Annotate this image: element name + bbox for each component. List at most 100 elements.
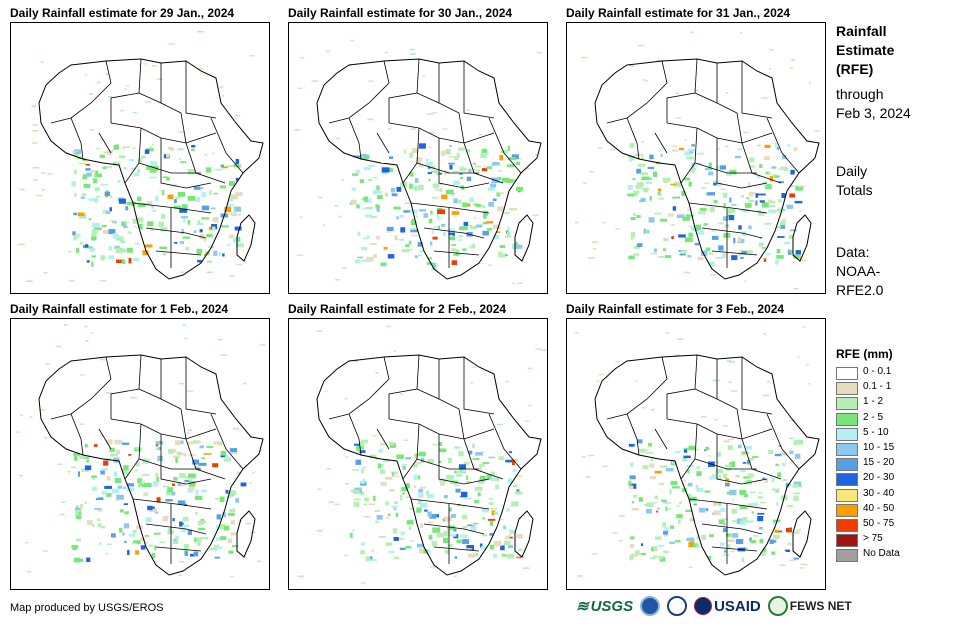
country-border bbox=[185, 61, 217, 119]
country-border bbox=[50, 60, 112, 124]
legend-swatch bbox=[836, 503, 858, 517]
country-border bbox=[110, 58, 142, 123]
country-border bbox=[463, 61, 495, 119]
legend-swatch bbox=[836, 549, 858, 563]
usaid-logo-text: USAID bbox=[714, 597, 761, 615]
country-border bbox=[694, 458, 757, 470]
country-border bbox=[160, 63, 187, 144]
country-border bbox=[410, 202, 490, 214]
country-border bbox=[138, 92, 162, 104]
legend-swatch bbox=[836, 534, 858, 548]
data-line: RFE2.0 bbox=[836, 282, 884, 298]
madagascar-outline bbox=[514, 214, 534, 262]
state-dept-seal-icon bbox=[667, 596, 688, 616]
legend-swatch bbox=[836, 519, 858, 532]
rfe-title-line: Rainfall bbox=[836, 23, 887, 39]
country-border bbox=[438, 359, 465, 440]
country-border bbox=[716, 359, 743, 440]
rainfall-overlay bbox=[294, 39, 542, 285]
country-border bbox=[438, 434, 490, 485]
legend-label: 2 - 5 bbox=[863, 411, 884, 423]
country-border bbox=[376, 428, 390, 450]
totals-line: Totals bbox=[836, 182, 873, 198]
usgs-logo-text: USGS bbox=[590, 597, 634, 615]
legend-label: 5 - 10 bbox=[863, 426, 889, 438]
usaid-logo: USAID bbox=[694, 597, 761, 615]
country-border bbox=[433, 250, 480, 256]
country-border bbox=[132, 202, 212, 214]
country-border bbox=[410, 498, 490, 510]
country-border bbox=[741, 61, 773, 119]
country-border bbox=[416, 388, 440, 400]
daily-totals: Daily Totals bbox=[836, 162, 873, 200]
africa-map-svg bbox=[574, 31, 820, 290]
country-border bbox=[626, 413, 640, 456]
legend-swatch bbox=[836, 473, 858, 487]
usgs-wave-icon: ≋ bbox=[576, 598, 589, 615]
logo-bar: ≋ USGS USAID FEWS NET bbox=[576, 596, 852, 616]
country-border bbox=[348, 413, 362, 456]
legend-label: 1 - 2 bbox=[863, 396, 884, 408]
country-border bbox=[110, 354, 142, 419]
country-border bbox=[438, 138, 490, 189]
country-border bbox=[626, 117, 640, 160]
country-border bbox=[711, 250, 758, 256]
country-border bbox=[155, 250, 202, 256]
country-border bbox=[606, 60, 668, 124]
usaid-seal-icon bbox=[694, 597, 713, 615]
madagascar-outline bbox=[514, 510, 534, 558]
data-line: NOAA- bbox=[836, 263, 881, 279]
legend-label: 15 - 20 bbox=[863, 457, 895, 469]
africa-coastline bbox=[316, 58, 542, 280]
country-border bbox=[716, 138, 768, 189]
country-border bbox=[688, 202, 768, 214]
legend-label: 30 - 40 bbox=[863, 487, 895, 499]
country-border bbox=[701, 227, 763, 239]
africa-coastline bbox=[38, 354, 264, 576]
africa-coastline bbox=[316, 354, 542, 576]
legend-label: 20 - 30 bbox=[863, 472, 895, 484]
legend-title: RFE (mm) bbox=[836, 347, 893, 361]
rainfall-overlay bbox=[16, 324, 265, 578]
panel-title: Daily Rainfall estimate for 31 Jan., 202… bbox=[566, 6, 791, 20]
legend-label: > 75 bbox=[863, 533, 883, 545]
country-border bbox=[160, 359, 187, 440]
totals-line: Daily bbox=[836, 163, 868, 179]
legend-label: 0.1 - 1 bbox=[863, 381, 892, 393]
data-line: Data: bbox=[836, 244, 870, 260]
country-border bbox=[711, 546, 758, 552]
country-border bbox=[741, 438, 782, 480]
legend-label: 40 - 50 bbox=[863, 502, 895, 514]
country-border bbox=[98, 428, 112, 450]
africa-map-svg bbox=[297, 325, 547, 584]
rainfall-map bbox=[288, 22, 548, 294]
map-credit: Map produced by USGS/EROS bbox=[10, 602, 164, 614]
country-border bbox=[388, 122, 495, 144]
country-border bbox=[348, 117, 362, 160]
country-border bbox=[160, 138, 212, 189]
country-border bbox=[50, 356, 112, 420]
usgs-logo: ≋ USGS bbox=[576, 597, 634, 616]
africa-map-svg bbox=[294, 39, 542, 285]
country-border bbox=[666, 418, 773, 440]
country-border bbox=[416, 92, 440, 104]
legend-swatch bbox=[836, 427, 858, 441]
country-border bbox=[328, 60, 390, 124]
country-border bbox=[110, 122, 217, 144]
country-border bbox=[463, 357, 495, 415]
legend-swatch bbox=[836, 443, 858, 456]
legend-label: 10 - 15 bbox=[863, 442, 895, 453]
country-border bbox=[145, 227, 207, 239]
country-border bbox=[416, 458, 479, 470]
africa-map-svg bbox=[16, 324, 265, 578]
rfe-title-line: Estimate bbox=[836, 42, 895, 58]
panel-title: Daily Rainfall estimate for 3 Feb., 2024 bbox=[566, 302, 785, 316]
rainfall-map bbox=[10, 318, 270, 590]
africa-map-svg bbox=[18, 31, 264, 282]
country-border bbox=[210, 117, 244, 174]
country-border bbox=[132, 498, 212, 510]
legend-swatch bbox=[836, 488, 858, 502]
date-label: Feb 3, 2024 bbox=[836, 105, 911, 121]
country-border bbox=[388, 418, 495, 440]
rfe-title: Rainfall Estimate (RFE) bbox=[836, 22, 894, 79]
